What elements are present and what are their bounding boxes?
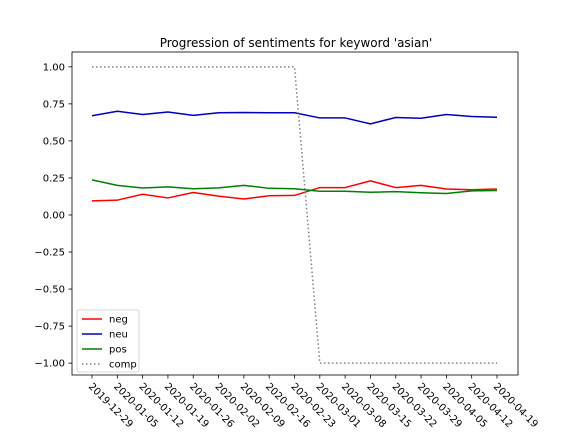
plot-background [72,52,518,375]
plot-area [72,52,518,375]
y-tick-label: −0.50 [34,285,65,296]
legend-label-comp: comp [109,360,137,371]
legend: neg neu pos comp [76,309,140,373]
y-tick-label: 0.25 [43,173,65,184]
legend-label-neg: neg [109,315,128,326]
series-line-neg [91,180,498,202]
y-tick-label: 1.00 [43,62,65,73]
legend-label-pos: pos [109,345,127,356]
legend-label-neu: neu [109,330,128,341]
y-tick-label: 0.75 [43,99,65,110]
y-tick-label: −0.75 [34,322,65,333]
y-tick-label: 0.50 [43,136,65,147]
series-group [91,66,498,364]
series-line-neu [91,110,498,125]
axes-frame [71,51,519,376]
legend-box [76,309,140,373]
y-tick-label: 0.00 [43,210,65,221]
chart-title: Progression of sentiments for keyword 'a… [160,36,433,50]
y-tick-label: −1.00 [34,359,65,370]
y-tick-label: −0.25 [34,248,65,259]
series-line-pos [91,179,498,195]
